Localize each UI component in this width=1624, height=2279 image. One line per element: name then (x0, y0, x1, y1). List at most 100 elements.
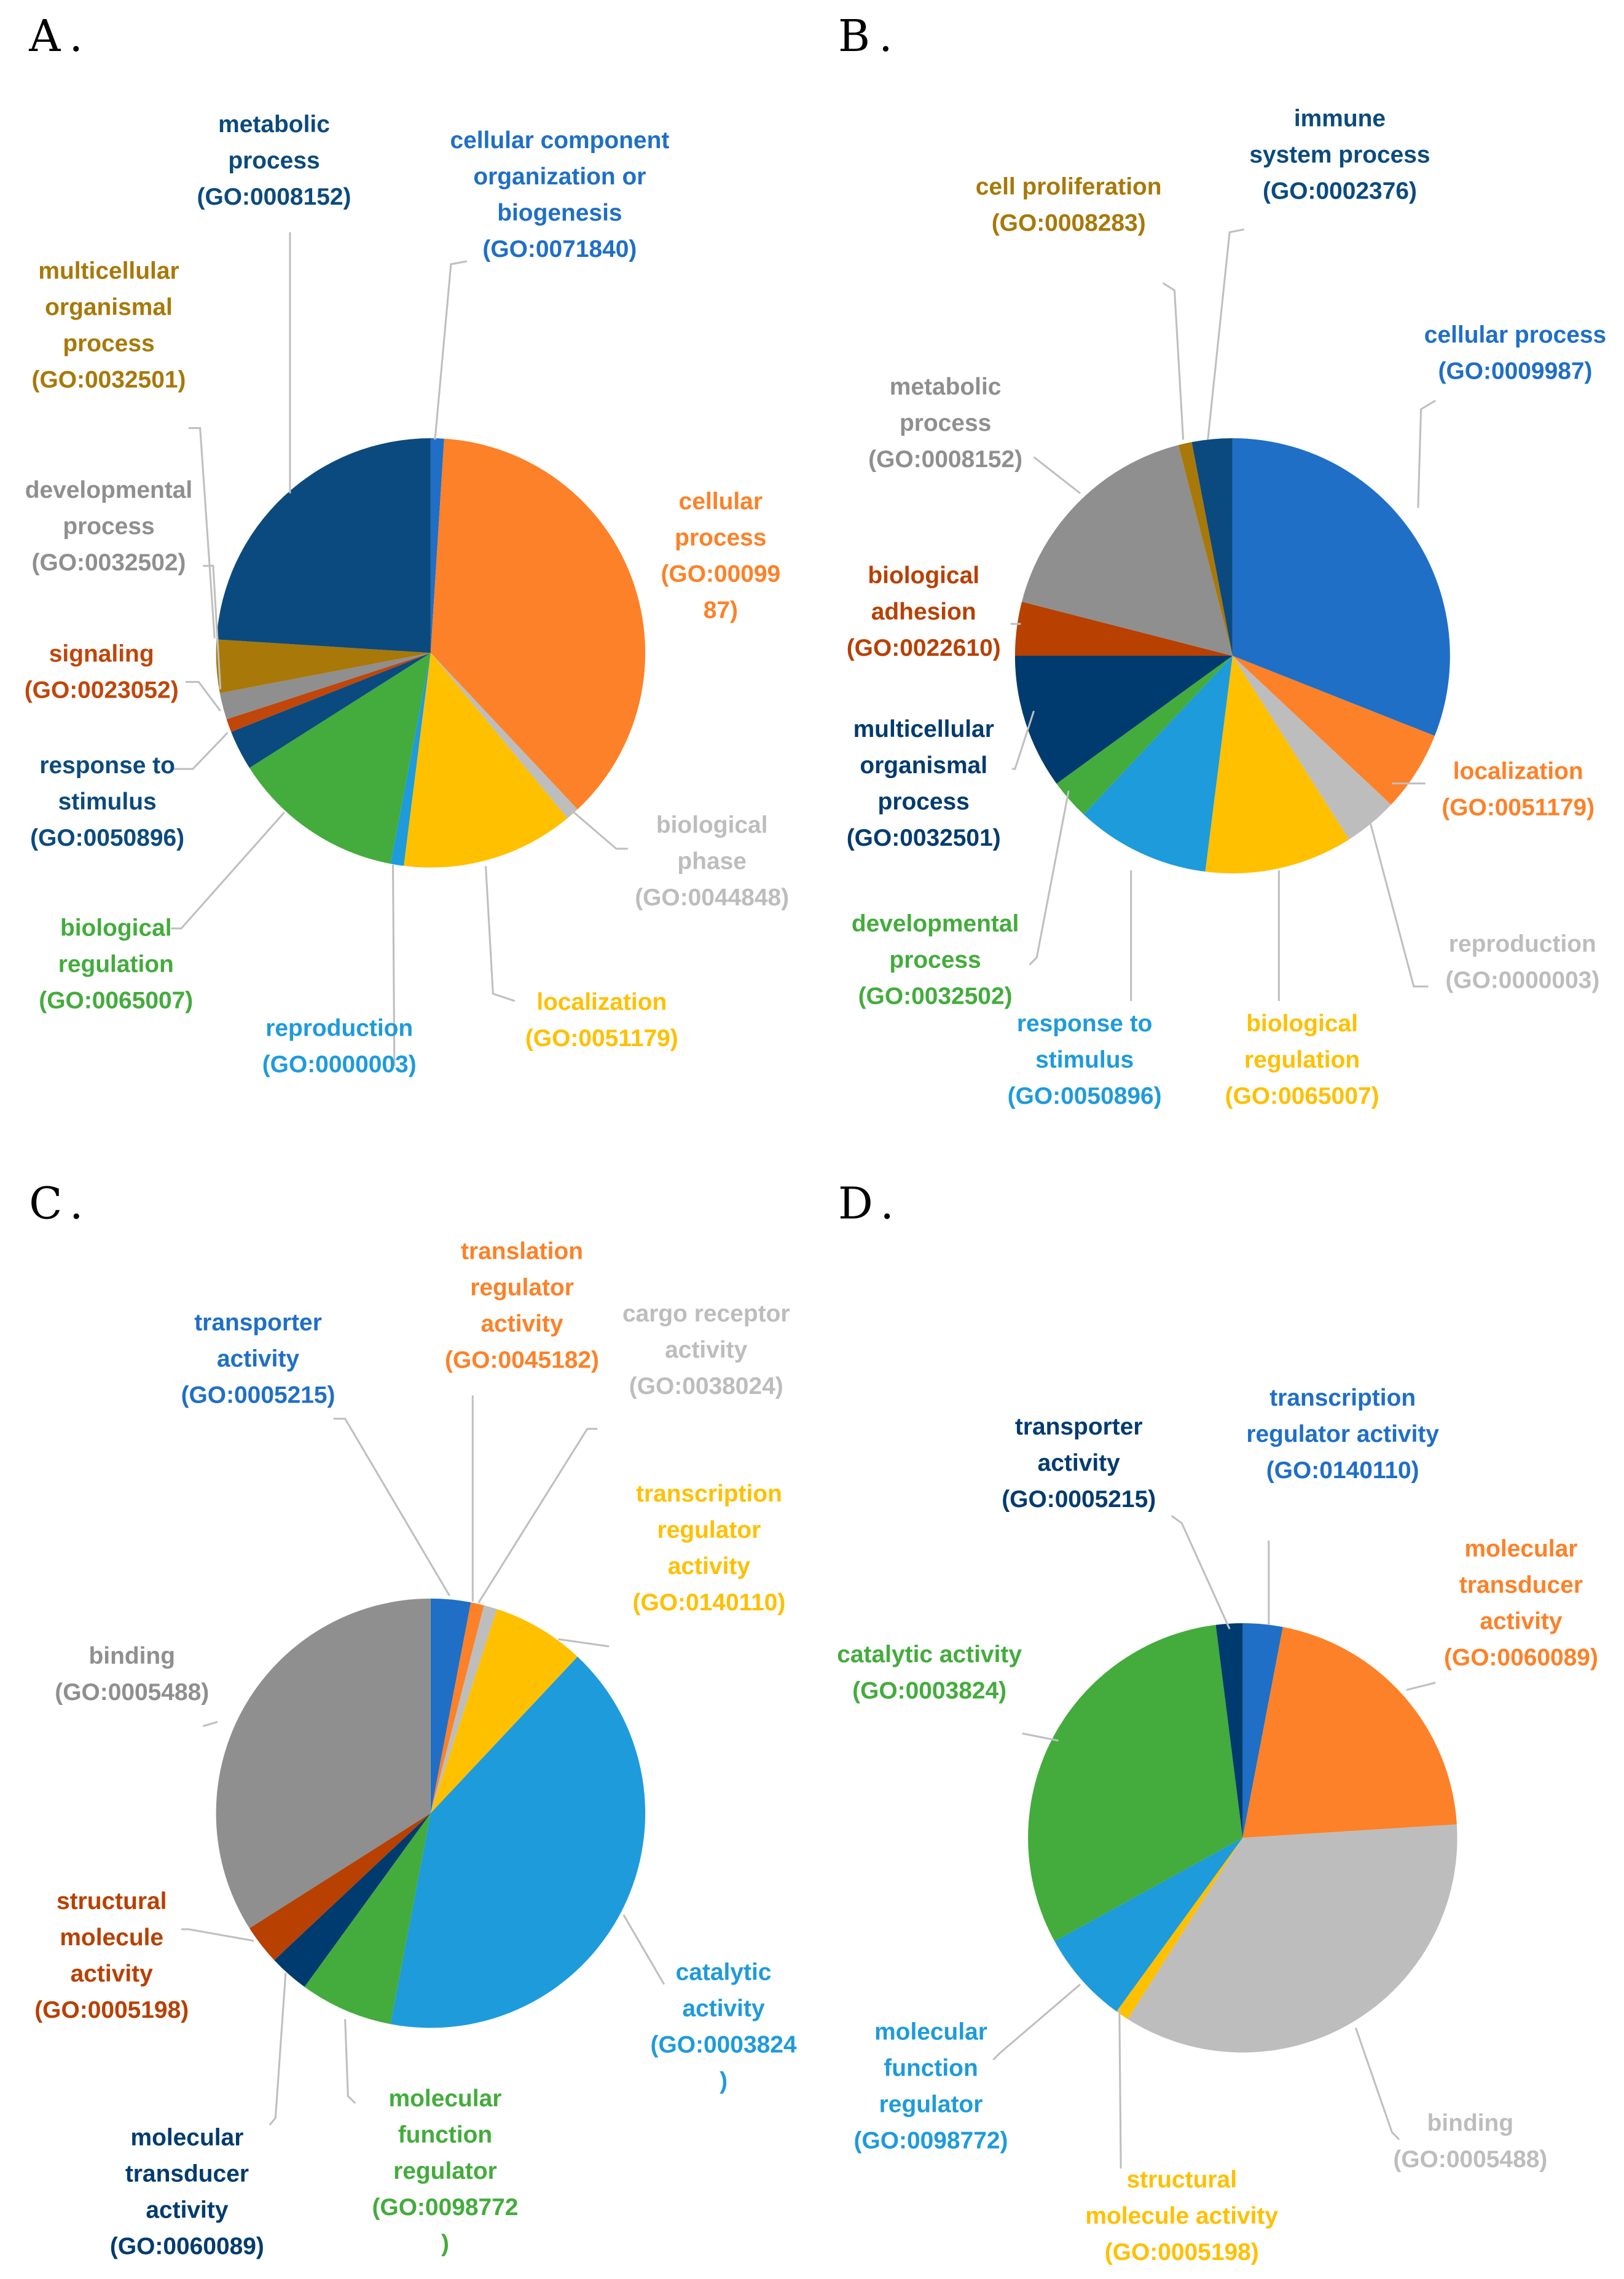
slice-label-line: reproduction (265, 1015, 413, 1041)
pie-slice (304, 1813, 431, 2025)
slice-label-line: stimulus (1035, 1047, 1134, 1073)
slice-label-line: (GO:0051179) (1442, 795, 1595, 821)
leader-line (1354, 2027, 1400, 2141)
slice-label-line: adhesion (871, 599, 976, 625)
pie-slice (274, 1813, 431, 1987)
slice-label-line: cellular component (450, 127, 669, 154)
leader-line (1022, 1732, 1059, 1742)
leader-line (344, 2019, 356, 2104)
slice-label: response to stimulus (GO:0050896) (1008, 1010, 1162, 1109)
slice-label: cellular process (GO:00099 87) (661, 489, 780, 624)
pie-slice (216, 1598, 431, 1929)
slice-label-line: activity (217, 1345, 299, 1372)
slice-label-line: cellular (679, 489, 763, 515)
slice-label-line: (GO:0044848) (635, 884, 789, 911)
leader-line (485, 866, 516, 1002)
panel-label: C. (29, 1178, 92, 1229)
slice-label: cellular component organization or biogene… (450, 127, 669, 262)
slice-label-line: molecular (130, 2125, 243, 2151)
slice-label-line: activity (682, 1996, 764, 2022)
slice-label-line: response to (1017, 1010, 1153, 1037)
slice-label-line: (GO:0008283) (992, 210, 1146, 237)
slice-label-line: (GO:0003824) (852, 1678, 1006, 1704)
slice-label-line: (GO:0140110) (1266, 1457, 1419, 1484)
slice-label: catalytic activity (GO:0003824) (837, 1642, 1022, 1704)
slice-label-line: biological (868, 562, 979, 589)
leader-line (1033, 456, 1081, 494)
slice-label: transcription regulator activity (GO:01401… (1246, 1385, 1439, 1484)
slice-label-line: regulation (1244, 1047, 1360, 1073)
leader-line (391, 864, 396, 1066)
leader-line (1171, 1515, 1231, 1630)
slice-label-line: activity (665, 1337, 747, 1363)
slice-label-line: regulator (470, 1275, 574, 1301)
slice-label: cargo receptor activity (GO:0038024) (622, 1301, 790, 1399)
slice-label-line: activity (146, 2197, 228, 2224)
slice-label-line: process (63, 513, 154, 540)
pie-slice (216, 639, 431, 693)
leader-line (1406, 1682, 1436, 1691)
pie-slice (1232, 655, 1435, 805)
leader-line (1162, 282, 1185, 440)
slice-label-line: phase (677, 848, 747, 875)
slice-label-line: (GO:0000003) (262, 1051, 417, 1077)
slice-label-line: transducer (1459, 1572, 1583, 1598)
pie-slice (1242, 1627, 1457, 1838)
slice-label-line: (GO:0005215) (181, 1382, 335, 1408)
slice-label-line: (GO:0008152) (868, 446, 1022, 473)
leader-line (171, 732, 229, 770)
pie-slice (430, 1605, 497, 1814)
leader-line (1207, 228, 1245, 440)
slice-label-line: (GO:0098772 (372, 2194, 518, 2221)
slice-label: molecular transducer activity (GO:0060089) (1444, 1535, 1598, 1671)
pie-slice (1128, 1824, 1457, 2053)
slice-label: localization (GO:0051179) (525, 989, 678, 1052)
slice-label: transporter activity (GO:0005215) (1002, 1414, 1156, 1513)
leader-line (186, 680, 221, 712)
slice-label: multicellular organismal process (GO:003250… (847, 716, 1001, 851)
leader-line (622, 1914, 665, 1985)
slice-label: molecular function regulator (GO:0098772) (854, 2018, 1008, 2154)
slice-label-line: (GO:0002376) (1263, 178, 1417, 205)
leader-line (558, 1638, 610, 1648)
slice-label: cell proliferation (GO:0008283) (976, 174, 1162, 237)
pie-slice (1056, 655, 1233, 815)
leader-line (1029, 790, 1070, 966)
slice-label-line: (GO:00099 (661, 561, 780, 588)
slice-label-line: (GO:0005198) (1105, 2239, 1259, 2265)
slice-label: transporter activity (GO:0005215) (181, 1309, 335, 1408)
slice-label-line: molecular (389, 2085, 502, 2112)
slice-label-line: (GO:0009987) (1438, 358, 1593, 384)
pie-slice (430, 1602, 484, 1814)
slice-label-line: multicellular (38, 258, 179, 284)
leader-line (203, 565, 222, 690)
pie-slice (219, 653, 431, 720)
slice-label: catalytic activity (GO:0003824) (651, 1959, 797, 2095)
leader-line (202, 1720, 218, 1728)
slice-label-line: localization (1453, 758, 1583, 785)
slice-label-line: (GO:0005198) (34, 1997, 189, 2023)
pie-slice (1116, 1838, 1243, 2020)
slice-label-line: (GO:0050896) (30, 825, 184, 851)
pie-slice (1083, 655, 1233, 872)
slice-label: binding (GO:0005488) (55, 1643, 209, 1706)
slice-label: signaling (GO:0023052) (25, 640, 179, 703)
pie-slice (1178, 442, 1233, 656)
slice-label-line: process (675, 525, 766, 551)
pie-slice (390, 653, 431, 866)
slice-label-line: transporter (1015, 1414, 1143, 1440)
slice-label-line: signaling (49, 640, 154, 667)
slice-label-line: regulator activity (1246, 1421, 1439, 1447)
slice-label: molecular transducer activity (GO:0060089) (110, 2125, 264, 2260)
pie-slice (404, 653, 568, 868)
slice-label-line: binding (1427, 2110, 1514, 2136)
leader-line (333, 1417, 450, 1596)
slice-label: multicellular organismal process (GO:003250… (32, 258, 186, 393)
slice-label: cellular process (GO:0009987) (1424, 321, 1606, 384)
pie-slice (249, 653, 431, 864)
slice-label-line: (GO:0008152) (197, 184, 351, 210)
slice-label-line: cellular process (1424, 321, 1606, 348)
slice-label-line: structural (57, 1888, 167, 1915)
slice-label-line: (GO:0045182) (445, 1347, 599, 1374)
pie-slice (1191, 438, 1233, 656)
